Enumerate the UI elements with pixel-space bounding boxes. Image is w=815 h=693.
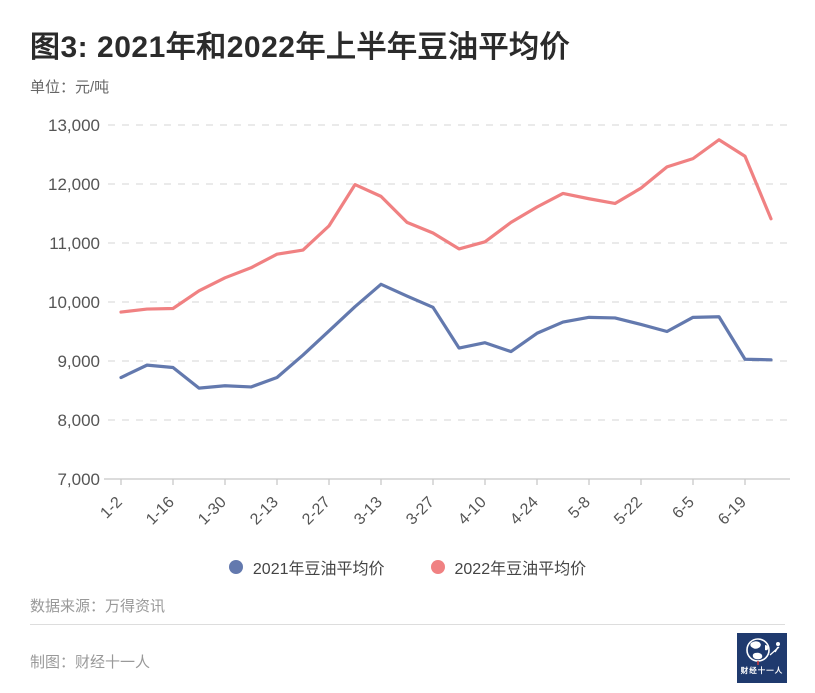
legend-dot-2022-icon [430, 560, 445, 574]
legend-item-2021: 2021年豆油平均价 [228, 555, 385, 579]
x-tick-label: 4-10 [455, 494, 490, 529]
legend-label-2022: 2022年豆油平均价 [454, 561, 587, 578]
x-tick-label: 1-16 [143, 494, 178, 529]
x-tick-label: 5-8 [565, 494, 593, 522]
legend-item-2022: 2022年豆油平均价 [430, 555, 587, 579]
x-tick-label: 1-2 [97, 494, 125, 522]
x-tick-label: 5-22 [611, 494, 646, 529]
y-tick-label: 12,000 [48, 175, 100, 194]
y-tick-label: 13,000 [48, 116, 100, 135]
legend: 2021年豆油平均价 2022年豆油平均价 [0, 555, 815, 579]
y-tick-label: 11,000 [49, 234, 100, 253]
y-tick-label: 7,000 [57, 470, 100, 489]
x-tick-label: 6-5 [669, 494, 697, 522]
unit-label: 单位：元/吨 [30, 79, 110, 96]
logo-text: 财经十一人 [740, 666, 784, 675]
caijing-eleven-logo: 财经十一人 [737, 633, 787, 683]
globe-icon [746, 638, 780, 665]
x-tick-label: 4-24 [507, 494, 542, 529]
x-tick-label: 1-30 [195, 494, 230, 529]
x-tick-label: 6-19 [715, 494, 750, 529]
y-tick-label: 8,000 [57, 411, 100, 430]
legend-label-2021: 2021年豆油平均价 [252, 561, 385, 578]
credit-text: 制图：财经十一人 [30, 654, 151, 671]
footer-divider [30, 624, 785, 625]
y-tick-label: 10,000 [48, 293, 100, 312]
legend-dot-2021-icon [228, 560, 243, 574]
y-tick-label: 9,000 [57, 352, 100, 371]
price-line-chart: 13,000 12,000 11,000 10,000 9,000 8,000 7,000 1… [48, 116, 790, 529]
x-tick-label: 2-13 [247, 494, 282, 529]
series-line-2022年豆油平均价 [119, 138, 773, 314]
x-tick-label: 2-27 [299, 494, 334, 529]
x-tick-label: 3-27 [403, 494, 438, 529]
series-line-2021年豆油平均价 [119, 282, 773, 390]
data-source-text: 数据来源：万得资讯 [30, 598, 166, 615]
chart-title: 图3: 2021年和2022年上半年豆油平均价 [30, 31, 570, 64]
x-tick-label: 3-13 [351, 494, 386, 529]
